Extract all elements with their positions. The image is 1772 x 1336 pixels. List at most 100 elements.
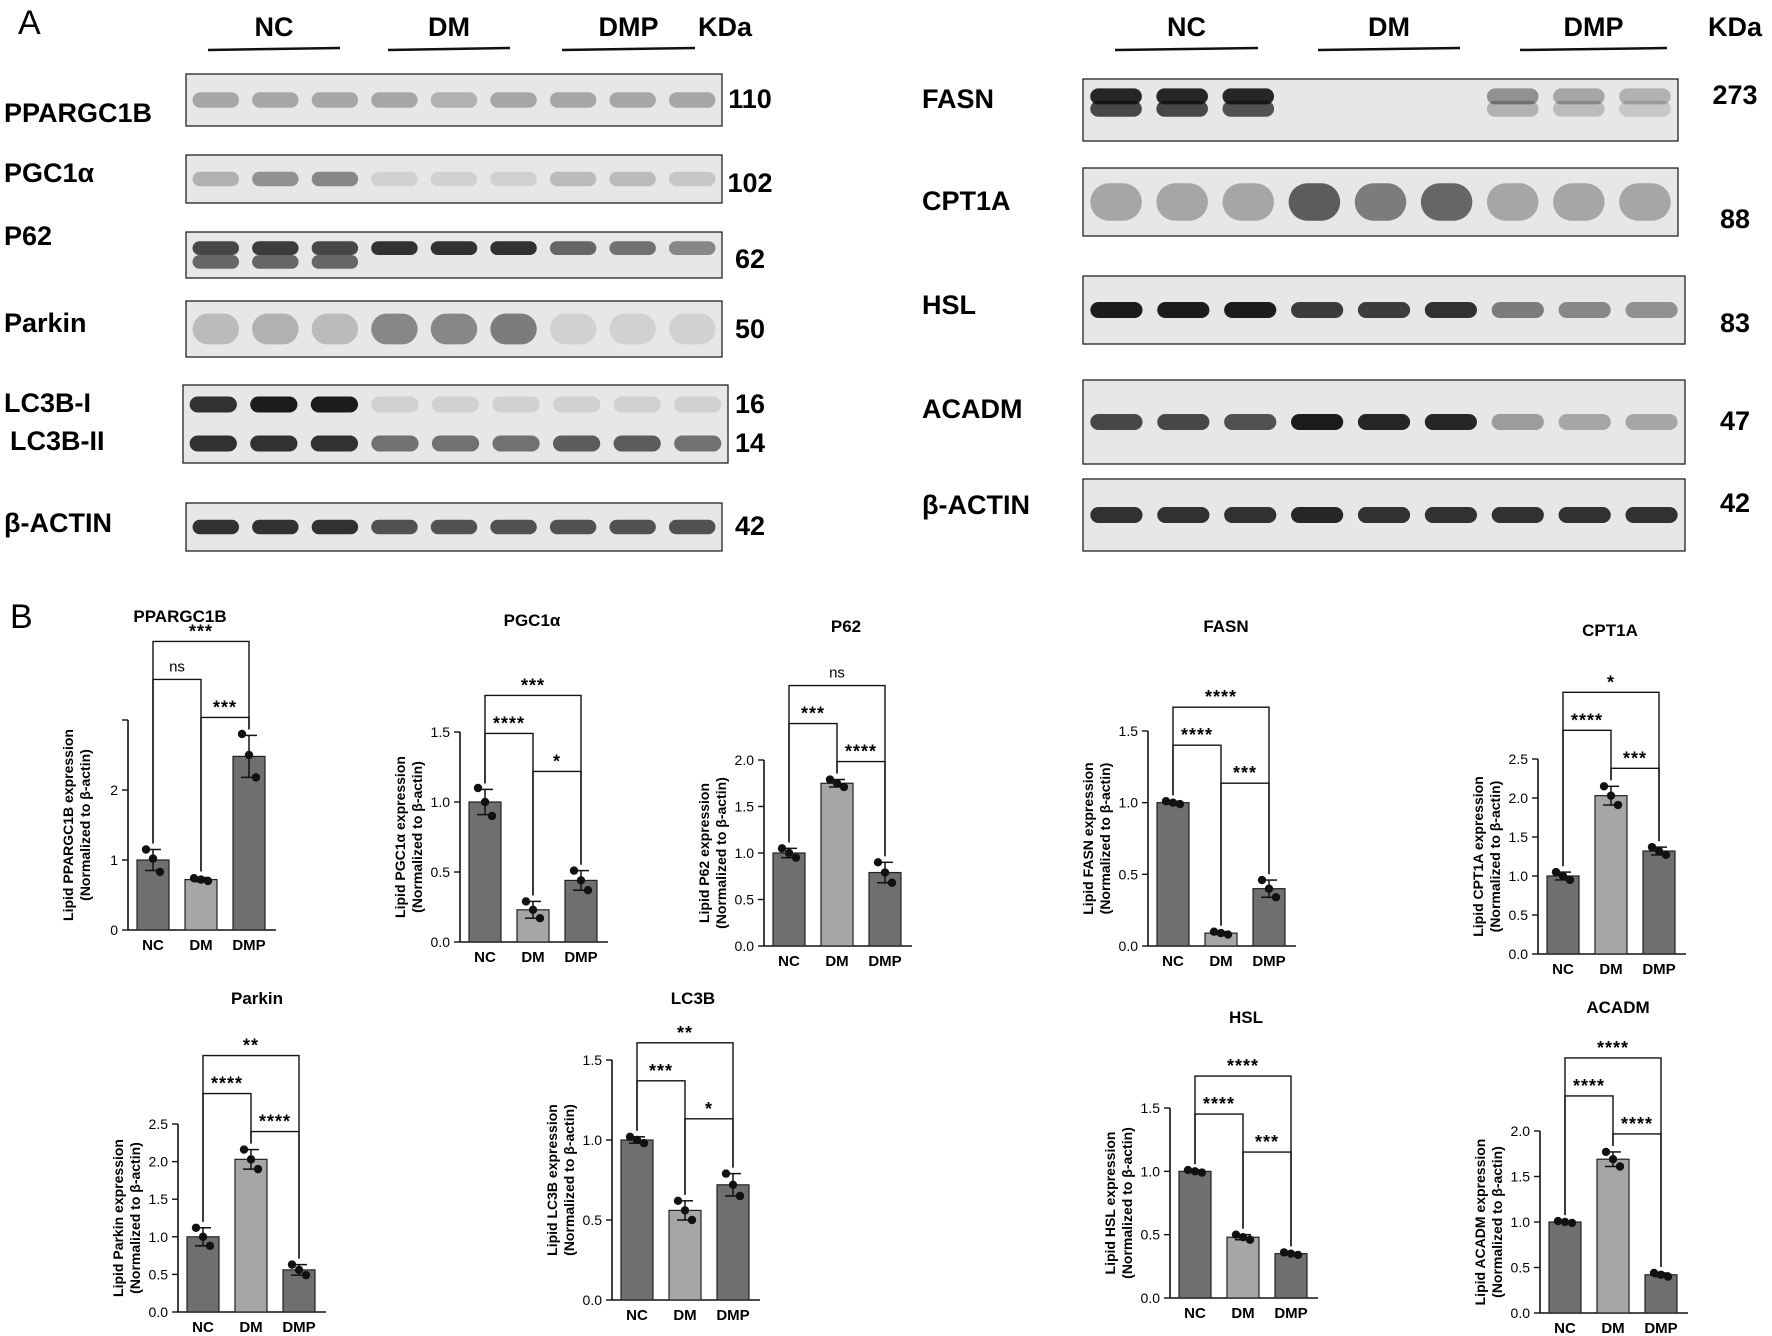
data-point	[1654, 846, 1664, 856]
y-tick-label: 1.0	[735, 845, 755, 861]
bar-nc	[468, 801, 502, 943]
protein-label: PGC1α	[4, 158, 95, 188]
significance-label: *	[705, 1099, 713, 1119]
blot-band	[252, 255, 299, 269]
blot-band	[1156, 100, 1208, 117]
y-tick-label: 1.5	[431, 724, 451, 740]
kda-value: 50	[735, 314, 765, 344]
x-tick-label-dmp: DMP	[1274, 1305, 1307, 1322]
data-point	[1197, 1168, 1207, 1177]
blot-band	[371, 171, 418, 187]
blot-membrane	[185, 154, 723, 204]
blot-band	[430, 519, 478, 535]
protein-label: LC3B-II	[10, 426, 105, 456]
protein-label: HSL	[922, 290, 976, 320]
protein-label: LC3B-I	[4, 388, 91, 418]
protein-label: β-ACTIN	[4, 508, 112, 538]
blot-row-hsl: HSL 83	[922, 275, 1750, 345]
blot-band	[1224, 414, 1277, 430]
significance-label: ns	[169, 658, 185, 675]
data-point	[1661, 850, 1671, 860]
y-tick-label: 1.5	[1141, 1100, 1161, 1116]
y-tick-label: 0.0	[1509, 946, 1529, 962]
chart-p62: P62 0.0 0.5 1.0 1.5 2.0 Lipid P62 expression(N…	[696, 617, 912, 970]
data-point	[1558, 871, 1568, 881]
significance-label: ***	[1623, 748, 1647, 768]
blot-band	[252, 519, 299, 535]
bar-dmp	[232, 755, 266, 931]
significance-label: ****	[1181, 725, 1213, 745]
blot-band	[192, 171, 240, 187]
x-tick-label-nc: NC	[1184, 1305, 1206, 1322]
chart-acadm: ACADM 0.0 0.5 1.0 1.5 2.0 Lipid ACADM expressi…	[1472, 998, 1688, 1336]
y-axis-title-line: (Normalized to β-actin)	[409, 761, 425, 913]
data-point	[1209, 927, 1219, 936]
protein-label: P62	[4, 221, 52, 251]
x-tick-label-dm: DM	[1209, 953, 1232, 970]
blot-band	[549, 92, 597, 108]
data-point	[141, 845, 151, 854]
blot-band	[189, 396, 237, 413]
kda-value: 273	[1712, 80, 1757, 110]
data-point	[784, 848, 794, 858]
y-tick-label: 1.5	[1511, 1169, 1531, 1185]
blot-band	[431, 435, 480, 452]
blot-band	[1558, 302, 1611, 318]
data-point	[1238, 1233, 1248, 1242]
blot-band	[430, 171, 478, 187]
protein-label: CPT1A	[922, 186, 1011, 216]
blot-band	[549, 171, 597, 187]
blot-band	[250, 396, 298, 413]
blot-row--actin: β-ACTIN 42	[4, 502, 765, 552]
blot-band	[430, 92, 478, 108]
blot-band	[192, 255, 240, 269]
y-tick-label: 1.0	[1141, 1163, 1161, 1179]
significance-label: ****	[1571, 710, 1603, 730]
kda-value: 42	[735, 511, 765, 541]
kda-value: 110	[728, 84, 772, 114]
bar-dm	[668, 1209, 702, 1301]
chart-ppargc1b: PPARGC1B 0 1 2 Lipid PPARGC1B expression(Nor…	[60, 607, 276, 954]
western-blot-right: NC DM DMP KDa FASN 273 CPT1A 88 HSL 83 ACADM 47 β-AC…	[922, 12, 1763, 552]
blot-band	[490, 241, 537, 255]
y-tick-label: 0.0	[735, 938, 755, 954]
x-tick-label-dm: DM	[1599, 961, 1622, 978]
blot-row-pgc1-: PGC1α 102	[4, 154, 773, 204]
significance-label: *	[1607, 672, 1615, 692]
x-tick-label-nc: NC	[778, 953, 800, 970]
y-axis-title: Lipid PGC1α expression(Normalized to β-a…	[392, 756, 425, 918]
significance-bracket	[152, 640, 250, 844]
kda-value: 42	[1720, 488, 1750, 518]
bar-nc	[772, 852, 806, 947]
x-tick-label-dm: DM	[1231, 1305, 1254, 1322]
blot-band	[1491, 414, 1544, 430]
y-axis-title-line: Lipid LC3B expression	[544, 1104, 560, 1256]
y-axis-title-line: (Normalized to β-actin)	[1487, 781, 1503, 933]
data-point	[198, 1232, 208, 1242]
data-point	[191, 1223, 201, 1232]
blot-band	[1486, 88, 1539, 105]
blot-band	[1424, 414, 1477, 430]
blot-band	[430, 241, 478, 255]
data-point	[1175, 799, 1185, 809]
significance-bracket	[202, 1054, 300, 1259]
x-tick-label-dmp: DMP	[1642, 961, 1675, 978]
y-tick-label: 2.5	[149, 1116, 169, 1132]
blot-band	[311, 255, 359, 269]
data-point	[1223, 930, 1233, 939]
chart-parkin: Parkin 0.0 0.5 1.0 1.5 2.0 2.5 Lipid Parkin exp…	[110, 989, 326, 1336]
data-point	[1264, 884, 1274, 893]
chart-fasn: FASN 0.0 0.5 1.0 1.5 Lipid FASN expression(No…	[1080, 617, 1296, 970]
blot-row-fasn: FASN 273	[922, 78, 1758, 142]
data-point	[1271, 893, 1281, 902]
blot-band	[1157, 302, 1210, 318]
group-underline	[561, 46, 696, 52]
x-tick-label-nc: NC	[1162, 953, 1184, 970]
blot-band	[1491, 507, 1544, 523]
blot-band	[250, 435, 298, 452]
group-label-dmp: DMP	[599, 12, 659, 42]
y-axis-title: Lipid ACADM expression(Normalized to β-a…	[1472, 1139, 1505, 1306]
data-point	[632, 1135, 642, 1145]
group-underline	[387, 46, 511, 52]
bar-dmp	[868, 871, 902, 947]
